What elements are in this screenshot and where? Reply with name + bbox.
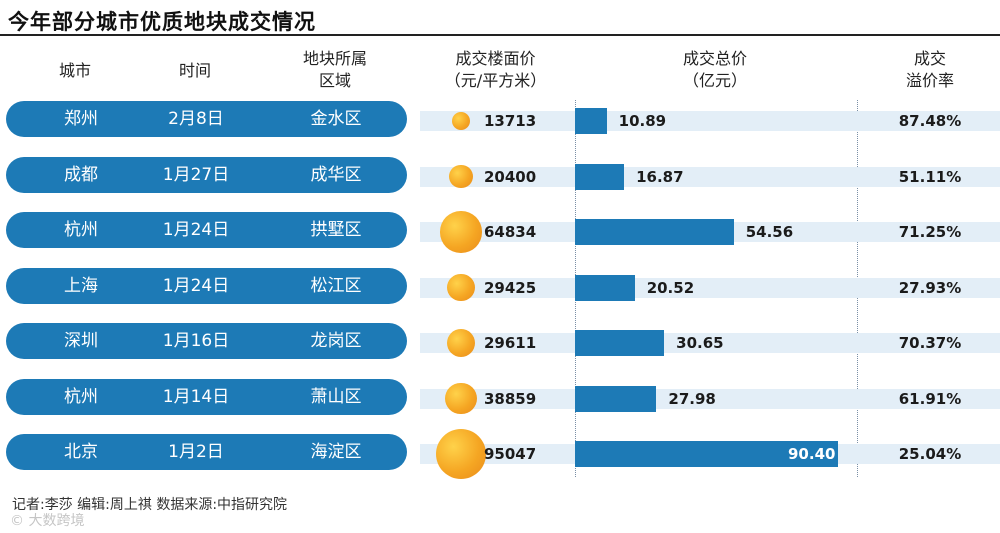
district-cell: 金水区 [310, 109, 362, 129]
total-value: 20.52 [646, 278, 695, 297]
total-value: 90.40 [788, 445, 836, 463]
header-district-line1: 地块所属 [302, 49, 367, 68]
row-label-pill: 北京 1月2日 海淀区 [6, 434, 407, 470]
table-row: 杭州 1月24日 拱墅区 64834 54.56 71.25% [0, 211, 1000, 253]
date-cell: 1月16日 [162, 331, 230, 351]
price-bubble [440, 211, 482, 253]
district-cell: 龙岗区 [310, 331, 362, 351]
header-price-line2: （元/平方米） [444, 71, 547, 90]
city-cell: 北京 [64, 442, 98, 462]
city-cell: 杭州 [64, 386, 98, 407]
row-band [420, 166, 1000, 187]
price-bubble [447, 329, 475, 357]
table-row: 上海 1月24日 松江区 29425 20.52 27.93% [0, 267, 1000, 304]
row-band [420, 111, 1000, 131]
row-label-pill: 上海 1月24日 松江区 [6, 267, 407, 304]
district-cell: 海淀区 [310, 442, 362, 462]
price-bubble [445, 382, 477, 415]
total-value: 10.89 [618, 112, 667, 130]
total-bar [575, 385, 657, 412]
header-premium-line2: 溢价率 [905, 71, 954, 90]
header-district: 地块所属 区域 [285, 48, 385, 92]
total-bar [575, 274, 635, 301]
credits-footer: 记者:李莎 编辑:周上祺 数据来源:中指研究院 [12, 497, 288, 513]
total-value: 27.98 [668, 389, 716, 408]
row-label-pill: 郑州 2月8日 金水区 [6, 101, 407, 137]
district-cell: 萧山区 [310, 386, 362, 407]
premium-value: 51.11% [898, 167, 962, 186]
date-cell: 1月24日 [162, 275, 230, 296]
premium-value: 71.25% [898, 223, 962, 241]
header-price: 成交楼面价 （元/平方米） [428, 48, 563, 92]
price-value: 38859 [484, 389, 537, 408]
header-district-line2: 区域 [318, 71, 351, 90]
table-row: 深圳 1月16日 龙岗区 29611 30.65 70.37% [0, 323, 1000, 359]
district-cell: 成华区 [310, 164, 362, 185]
row-label-pill: 杭州 1月14日 萧山区 [6, 378, 407, 415]
premium-value: 70.37% [898, 334, 962, 352]
table-row: 郑州 2月8日 金水区 13713 10.89 87.48% [0, 101, 1000, 137]
city-cell: 深圳 [64, 331, 98, 351]
price-bubble [449, 164, 473, 189]
header-total-line1: 成交总价 [682, 49, 747, 68]
row-band [420, 333, 1000, 353]
city-cell: 成都 [64, 164, 98, 185]
date-cell: 1月27日 [162, 164, 230, 185]
price-bubble [436, 429, 486, 479]
price-value: 13713 [484, 112, 537, 130]
date-cell: 1月2日 [168, 442, 224, 462]
row-band [420, 388, 1000, 409]
price-value: 20400 [484, 167, 537, 186]
price-value: 64834 [484, 223, 537, 241]
header-city-label: 城市 [58, 61, 91, 80]
premium-value: 87.48% [898, 112, 962, 130]
table-row: 北京 1月2日 海淀区 95047 90.40 25.04% [0, 429, 1000, 479]
price-bubble [447, 273, 475, 302]
table-row: 杭州 1月14日 萧山区 38859 27.98 61.91% [0, 378, 1000, 415]
date-cell: 1月24日 [162, 220, 230, 240]
total-value: 30.65 [676, 334, 724, 352]
district-cell: 拱墅区 [310, 220, 362, 240]
title-divider [0, 34, 1000, 36]
total-value: 54.56 [745, 223, 794, 241]
header-premium-line1: 成交 [913, 49, 946, 68]
header-premium: 成交 溢价率 [880, 48, 980, 92]
total-bar [575, 219, 734, 245]
header-date-label: 时间 [178, 61, 211, 80]
city-cell: 杭州 [64, 220, 98, 240]
header-price-line1: 成交楼面价 [455, 49, 536, 68]
header-date: 时间 [155, 60, 235, 82]
row-band [420, 277, 1000, 298]
price-value: 29611 [484, 334, 537, 352]
premium-value: 27.93% [898, 278, 962, 297]
price-bubble [451, 111, 471, 131]
row-label-pill: 深圳 1月16日 龙岗区 [6, 323, 407, 359]
district-cell: 松江区 [310, 275, 362, 296]
total-bar [575, 108, 607, 134]
price-value: 95047 [484, 445, 537, 463]
chart-title: 今年部分城市优质地块成交情况 [8, 10, 316, 34]
row-label-pill: 成都 1月27日 成华区 [6, 156, 407, 193]
price-value: 29425 [484, 278, 537, 297]
header-total-line2: （亿元） [682, 71, 747, 90]
total-value: 16.87 [636, 167, 684, 186]
watermark: © 大数跨境 [10, 513, 85, 529]
header-total: 成交总价 （亿元） [665, 48, 765, 92]
total-bar [575, 441, 838, 467]
date-cell: 1月14日 [162, 386, 230, 407]
city-cell: 郑州 [64, 109, 98, 129]
row-label-pill: 杭州 1月24日 拱墅区 [6, 212, 407, 248]
total-bar [575, 163, 625, 190]
table-row: 成都 1月27日 成华区 20400 16.87 51.11% [0, 156, 1000, 193]
total-bar [575, 330, 665, 356]
header-city: 城市 [40, 60, 110, 82]
date-cell: 2月8日 [168, 109, 224, 129]
city-cell: 上海 [64, 275, 98, 296]
premium-value: 25.04% [898, 445, 962, 463]
premium-value: 61.91% [898, 389, 962, 408]
